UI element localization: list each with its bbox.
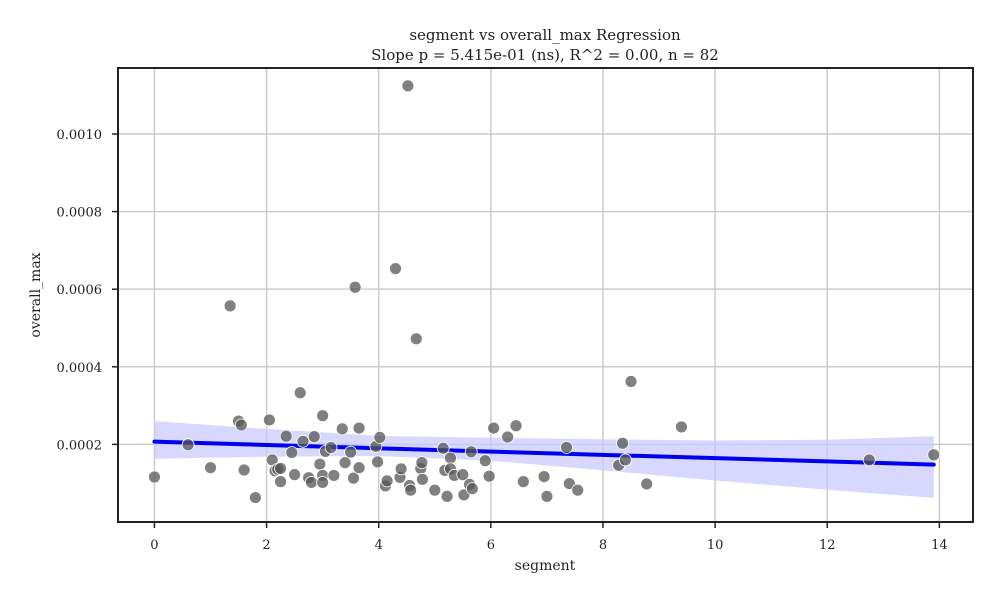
x-tick-label-5: 10 xyxy=(707,538,724,553)
data-point-47 xyxy=(409,332,423,346)
data-point-0 xyxy=(148,470,161,484)
data-point-14 xyxy=(279,429,293,443)
confidence-band xyxy=(154,421,934,498)
data-point-52 xyxy=(436,441,450,455)
chart-title: segment vs overall_max Regression xyxy=(409,26,681,44)
data-point-7 xyxy=(248,491,262,504)
data-point-70 xyxy=(540,489,554,503)
data-point-21 xyxy=(307,430,321,444)
regression-line-layer xyxy=(152,439,936,467)
data-point-43 xyxy=(394,462,408,476)
data-point-31 xyxy=(344,445,358,459)
axes: 0 2 4 6 8 10 12 14 0.0002 0.0004 0.0006 0.0008 0.001… xyxy=(57,67,974,553)
data-point-6 xyxy=(237,463,251,477)
data-point-50 xyxy=(416,472,429,486)
data-point-35 xyxy=(352,461,366,475)
data-points xyxy=(148,79,941,504)
data-point-44 xyxy=(401,79,415,93)
data-point-30 xyxy=(338,456,352,470)
data-point-20 xyxy=(305,476,318,489)
y-axis-label: overall_max xyxy=(28,252,44,337)
x-tick-label-3: 6 xyxy=(487,538,495,553)
data-point-1 xyxy=(181,438,195,452)
x-tick-label-1: 2 xyxy=(262,538,270,553)
data-point-51 xyxy=(428,483,442,497)
data-point-76 xyxy=(618,453,632,467)
data-point-22 xyxy=(313,457,327,471)
data-point-61 xyxy=(464,445,478,459)
data-point-78 xyxy=(640,477,654,491)
y-tick-label-2: 0.0006 xyxy=(57,283,103,298)
data-point-40 xyxy=(380,474,394,488)
data-point-79 xyxy=(675,420,688,434)
data-point-41 xyxy=(389,262,402,276)
data-point-62 xyxy=(465,482,479,496)
data-point-5 xyxy=(234,418,248,432)
data-point-29 xyxy=(335,422,349,436)
data-point-81 xyxy=(927,448,941,462)
data-point-65 xyxy=(487,421,501,435)
data-point-69 xyxy=(537,470,551,484)
data-point-15 xyxy=(285,446,299,459)
chart-subtitle: Slope p = 5.415e-01 (ns), R^2 = 0.00, n … xyxy=(371,46,719,64)
regression-line xyxy=(152,439,936,467)
data-point-68 xyxy=(516,475,530,489)
plot-frame xyxy=(117,67,974,523)
data-point-58 xyxy=(456,468,470,482)
data-point-37 xyxy=(371,455,384,469)
data-point-80 xyxy=(862,453,876,467)
data-point-2 xyxy=(204,461,217,475)
y-tick-label-0: 0.0002 xyxy=(57,438,103,453)
x-tick-label-2: 4 xyxy=(375,538,383,553)
data-point-16 xyxy=(288,468,302,482)
data-point-17 xyxy=(293,386,307,400)
y-tick-label-1: 0.0004 xyxy=(57,361,103,376)
x-tick-label-4: 8 xyxy=(599,538,607,553)
x-axis-label: segment xyxy=(515,558,576,574)
data-point-71 xyxy=(560,441,573,454)
data-point-13 xyxy=(274,462,287,475)
data-point-34 xyxy=(352,421,366,435)
data-point-12 xyxy=(274,475,287,489)
x-tick-label-6: 12 xyxy=(819,538,836,553)
data-point-63 xyxy=(478,454,492,468)
data-point-73 xyxy=(571,483,585,497)
data-point-3 xyxy=(223,299,237,313)
data-point-8 xyxy=(262,413,276,427)
confidence-band-layer xyxy=(154,421,934,498)
data-point-54 xyxy=(440,489,454,503)
data-point-77 xyxy=(624,375,638,388)
data-point-28 xyxy=(327,469,341,482)
data-point-64 xyxy=(482,469,496,483)
data-point-32 xyxy=(347,471,360,485)
data-point-38 xyxy=(373,431,387,444)
data-point-46 xyxy=(404,483,418,497)
data-point-75 xyxy=(616,436,629,450)
y-tick-label-3: 0.0008 xyxy=(57,206,103,221)
x-tick-label-7: 14 xyxy=(931,538,948,553)
data-point-18 xyxy=(296,434,310,448)
x-tick-label-0: 0 xyxy=(150,538,158,553)
data-point-27 xyxy=(324,441,338,454)
data-point-33 xyxy=(348,280,362,294)
data-point-55 xyxy=(444,451,457,465)
y-tick-label-4: 0.0010 xyxy=(57,128,103,143)
data-point-49 xyxy=(415,456,429,470)
data-point-66 xyxy=(501,430,515,444)
data-point-25 xyxy=(316,476,330,489)
data-point-72 xyxy=(562,477,576,490)
data-point-67 xyxy=(509,419,523,433)
data-point-23 xyxy=(316,409,330,423)
